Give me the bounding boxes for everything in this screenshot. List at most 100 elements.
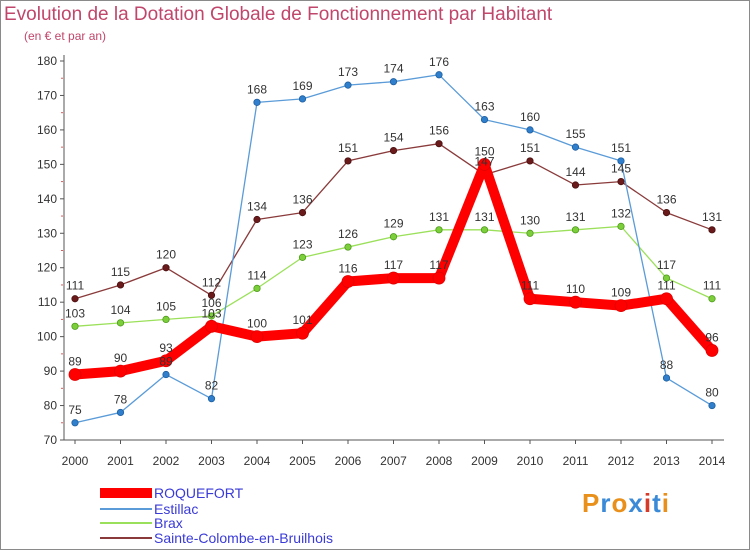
data-label-sainte-colombe-en-bruilhois: 112 [202,275,221,289]
x-tick-label: 2006 [335,454,362,468]
point-estillac [162,370,170,379]
data-label-estillac: 75 [68,403,82,417]
x-tick-label: 2010 [517,454,544,468]
data-label-brax: 130 [520,213,540,227]
y-tick-label: 70 [44,433,58,447]
point-estillac [298,95,307,103]
point-roquefort [250,330,264,344]
data-label-roquefort: 103 [201,306,221,320]
y-tick-label: 130 [37,226,57,240]
x-tick-label: 2005 [289,454,316,468]
y-tick-label: 100 [37,330,57,344]
data-label-estillac: 163 [474,100,494,114]
data-label-brax: 106 [201,296,221,310]
point-roquefort [387,271,400,285]
point-sainte-colombe-en-bruilhois [207,291,216,299]
point-brax [662,274,671,282]
data-label-sainte-colombe-en-bruilhois: 145 [611,162,631,176]
point-estillac [480,115,489,124]
data-label-roquefort: 111 [521,279,540,293]
x-tick-label: 2003 [198,454,225,468]
data-label-roquefort: 117 [429,258,448,272]
point-sainte-colombe-en-bruilhois [344,157,352,165]
data-label-roquefort: 89 [68,355,82,369]
point-roquefort [478,157,491,171]
y-tick-label: 110 [38,295,57,309]
logo-letter: r [600,488,612,518]
data-label-sainte-colombe-en-bruilhois: 154 [383,131,403,145]
point-roquefort [68,368,82,381]
point-roquefort [341,275,355,288]
point-roquefort [705,344,719,357]
point-estillac [708,401,716,410]
x-tick-label: 2002 [153,454,180,468]
data-label-estillac: 174 [383,62,403,76]
data-label-roquefort: 116 [338,262,357,276]
data-label-sainte-colombe-en-bruilhois: 136 [292,193,312,207]
point-brax [708,295,716,303]
data-label-sainte-colombe-en-bruilhois: 151 [338,141,358,155]
point-sainte-colombe-en-bruilhois [662,209,671,217]
y-tick-label: 180 [37,54,57,68]
data-label-brax: 103 [65,306,85,320]
point-roquefort [205,319,218,333]
y-tick-label: 150 [37,157,57,171]
point-roquefort [114,364,127,378]
data-label-roquefort: 117 [384,258,403,272]
point-sainte-colombe-en-bruilhois [298,209,307,217]
point-estillac [571,143,580,151]
data-label-brax: 111 [703,279,722,293]
point-estillac [389,78,398,86]
point-brax [298,253,307,261]
data-label-brax: 123 [292,237,312,251]
point-roquefort [296,326,309,340]
point-roquefort [569,295,582,309]
y-tick-label: 90 [44,364,58,378]
point-estillac [344,81,352,89]
logo-letter: o [611,488,629,518]
point-brax [480,226,489,234]
point-roquefort [159,354,173,368]
point-brax [253,284,261,292]
legend-label-sainte-colombe: Sainte-Colombe-en-Bruilhois [154,530,333,546]
logo-letter: i [643,488,653,518]
data-label-brax: 105 [156,299,176,313]
point-brax [617,222,625,230]
logo-letter: i [661,488,670,518]
y-tick-label: 140 [37,192,57,206]
x-tick-label: 2001 [107,454,134,468]
data-label-sainte-colombe-en-bruilhois: 151 [520,141,540,155]
data-label-estillac: 88 [660,358,674,372]
data-label-sainte-colombe-en-bruilhois: 136 [656,193,676,207]
data-label-brax: 104 [110,303,130,317]
data-label-roquefort: 90 [114,351,128,365]
data-label-roquefort: 111 [657,279,676,293]
y-tick-label: 120 [37,261,57,275]
legend-label-brax: Brax [154,515,183,531]
data-label-brax: 117 [657,258,676,272]
data-label-estillac: 169 [292,79,312,93]
data-label-sainte-colombe-en-bruilhois: 115 [111,265,130,279]
point-brax [435,226,443,234]
point-estillac [253,98,261,106]
data-label-sainte-colombe-en-bruilhois: 134 [247,199,267,213]
data-label-brax: 114 [247,268,266,282]
logo-letter: x [628,488,644,518]
point-sainte-colombe-en-bruilhois [571,181,580,189]
data-label-roquefort: 100 [247,317,267,331]
proxiti-logo: Proxiti [582,488,670,519]
x-tick-label: 2007 [380,454,407,468]
data-label-estillac: 160 [520,110,540,124]
data-label-brax: 129 [383,217,403,231]
legend-label-estillac: Estillac [154,501,199,517]
data-label-roquefort: 93 [159,341,173,355]
x-tick-label: 2014 [699,454,726,468]
point-estillac [526,126,534,134]
point-roquefort [660,292,673,306]
legend-swatch-brax [100,522,152,524]
legend-swatch-sainte-colombe [100,537,152,539]
point-roquefort [432,271,446,285]
point-sainte-colombe-en-bruilhois [617,177,625,186]
data-label-brax: 126 [338,227,358,241]
point-brax [344,243,352,251]
